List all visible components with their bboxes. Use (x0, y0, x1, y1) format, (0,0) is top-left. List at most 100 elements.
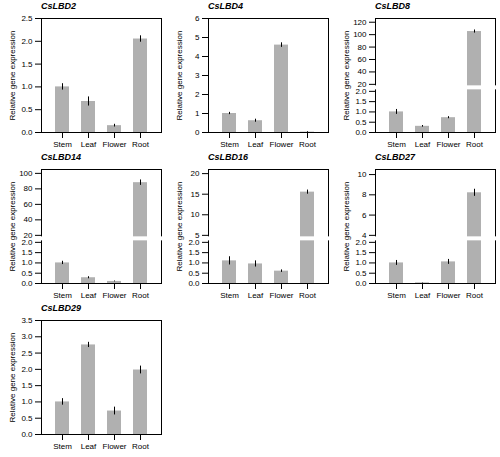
svg-text:100: 100 (19, 169, 33, 178)
svg-text:Root: Root (299, 140, 317, 149)
svg-text:Leaf: Leaf (81, 140, 97, 149)
svg-text:2.5: 2.5 (21, 349, 33, 358)
svg-text:5: 5 (195, 33, 200, 42)
svg-text:0.5: 0.5 (21, 105, 33, 114)
svg-text:20: 20 (24, 231, 33, 240)
svg-text:Flower: Flower (436, 291, 460, 300)
svg-text:80: 80 (24, 184, 33, 193)
svg-text:1.0: 1.0 (355, 107, 367, 116)
svg-text:Flower: Flower (102, 442, 126, 451)
html-text:CsLBD27: CsLBD27 (375, 152, 415, 162)
svg-text:1.5: 1.5 (21, 381, 33, 390)
svg-text:Stem: Stem (387, 291, 406, 300)
svg-text:Flower: Flower (102, 291, 126, 300)
svg-text:120: 120 (353, 18, 367, 27)
svg-text:Relative gene expression: Relative gene expression (8, 31, 17, 121)
svg-text:80: 80 (358, 43, 367, 52)
svg-text:6: 6 (195, 14, 200, 23)
svg-text:Flower: Flower (269, 291, 293, 300)
svg-text:Relative gene expression: Relative gene expression (342, 182, 351, 272)
svg-text:Relative gene expression: Relative gene expression (175, 31, 184, 121)
svg-text:Relative gene expression: Relative gene expression (175, 182, 184, 272)
svg-text:1.5: 1.5 (21, 248, 33, 257)
svg-text:8: 8 (362, 190, 367, 199)
svg-text:2.0: 2.0 (355, 86, 367, 96)
svg-text:10: 10 (358, 170, 367, 179)
svg-text:1: 1 (195, 109, 200, 118)
svg-text:1.5: 1.5 (355, 248, 367, 257)
svg-text:6: 6 (362, 211, 367, 220)
svg-text:Root: Root (132, 442, 150, 451)
svg-text:1.5: 1.5 (21, 60, 33, 69)
svg-text:1.0: 1.0 (355, 258, 367, 267)
svg-text:2: 2 (195, 90, 200, 99)
svg-text:1.0: 1.0 (21, 258, 33, 267)
svg-text:Flower: Flower (102, 140, 126, 149)
svg-text:Leaf: Leaf (415, 140, 431, 149)
html-text:CsLBD4: CsLBD4 (208, 1, 243, 11)
svg-text:Leaf: Leaf (248, 140, 264, 149)
svg-text:1.0: 1.0 (21, 82, 33, 91)
svg-text:3.0: 3.0 (21, 332, 33, 341)
svg-text:20: 20 (191, 169, 200, 178)
svg-text:0.0: 0.0 (21, 128, 33, 137)
html-text:CsLBD8: CsLBD8 (375, 1, 410, 11)
svg-text:1.5: 1.5 (355, 97, 367, 106)
html-text:CsLBD14: CsLBD14 (41, 152, 81, 162)
svg-text:2.5: 2.5 (21, 14, 33, 23)
svg-text:Flower: Flower (269, 140, 293, 149)
svg-text:Stem: Stem (53, 140, 72, 149)
svg-text:0.0: 0.0 (355, 279, 367, 288)
svg-text:Relative gene expression: Relative gene expression (342, 31, 351, 121)
svg-text:Root: Root (132, 291, 150, 300)
html-text:CsLBD2: CsLBD2 (41, 1, 76, 11)
svg-text:Stem: Stem (53, 291, 72, 300)
html-text:CsLBD16: CsLBD16 (208, 152, 248, 162)
svg-text:5: 5 (195, 231, 200, 240)
svg-text:Root: Root (299, 291, 317, 300)
svg-text:10: 10 (191, 210, 200, 219)
svg-text:4: 4 (195, 52, 200, 61)
svg-text:0: 0 (195, 128, 200, 137)
svg-text:Stem: Stem (220, 140, 239, 149)
svg-text:1.5: 1.5 (188, 248, 200, 257)
svg-text:60: 60 (24, 200, 33, 209)
svg-text:Relative gene expression: Relative gene expression (8, 182, 17, 272)
svg-text:0.0: 0.0 (21, 279, 33, 288)
svg-text:2.0: 2.0 (21, 37, 33, 46)
svg-text:Stem: Stem (387, 140, 406, 149)
svg-text:Relative gene expression: Relative gene expression (8, 333, 17, 423)
svg-text:0.5: 0.5 (21, 269, 33, 278)
svg-text:0.5: 0.5 (355, 118, 367, 127)
svg-text:100: 100 (353, 30, 367, 39)
svg-text:3.5: 3.5 (21, 316, 33, 325)
svg-text:0.5: 0.5 (355, 269, 367, 278)
svg-text:0.5: 0.5 (188, 269, 200, 278)
svg-text:4: 4 (362, 231, 367, 240)
svg-text:1.0: 1.0 (188, 258, 200, 267)
svg-text:Leaf: Leaf (248, 291, 264, 300)
svg-text:Root: Root (132, 140, 150, 149)
svg-text:2.0: 2.0 (21, 365, 33, 374)
svg-text:3: 3 (195, 71, 200, 80)
svg-text:Leaf: Leaf (81, 442, 97, 451)
svg-text:2.0: 2.0 (188, 237, 200, 247)
svg-text:0.0: 0.0 (188, 279, 200, 288)
svg-text:2.0: 2.0 (21, 237, 33, 247)
svg-text:20: 20 (358, 80, 367, 89)
svg-text:Flower: Flower (436, 140, 460, 149)
svg-text:1.0: 1.0 (21, 397, 33, 406)
svg-text:Stem: Stem (220, 291, 239, 300)
svg-text:15: 15 (191, 190, 200, 199)
svg-text:Leaf: Leaf (81, 291, 97, 300)
svg-text:Stem: Stem (53, 442, 72, 451)
svg-text:0.0: 0.0 (355, 128, 367, 137)
svg-text:Root: Root (466, 291, 484, 300)
svg-text:0.0: 0.0 (21, 430, 33, 439)
svg-text:60: 60 (358, 55, 367, 64)
svg-text:Leaf: Leaf (415, 291, 431, 300)
svg-text:Root: Root (466, 140, 484, 149)
svg-text:40: 40 (24, 215, 33, 224)
svg-text:40: 40 (358, 67, 367, 76)
svg-text:0.5: 0.5 (21, 414, 33, 423)
